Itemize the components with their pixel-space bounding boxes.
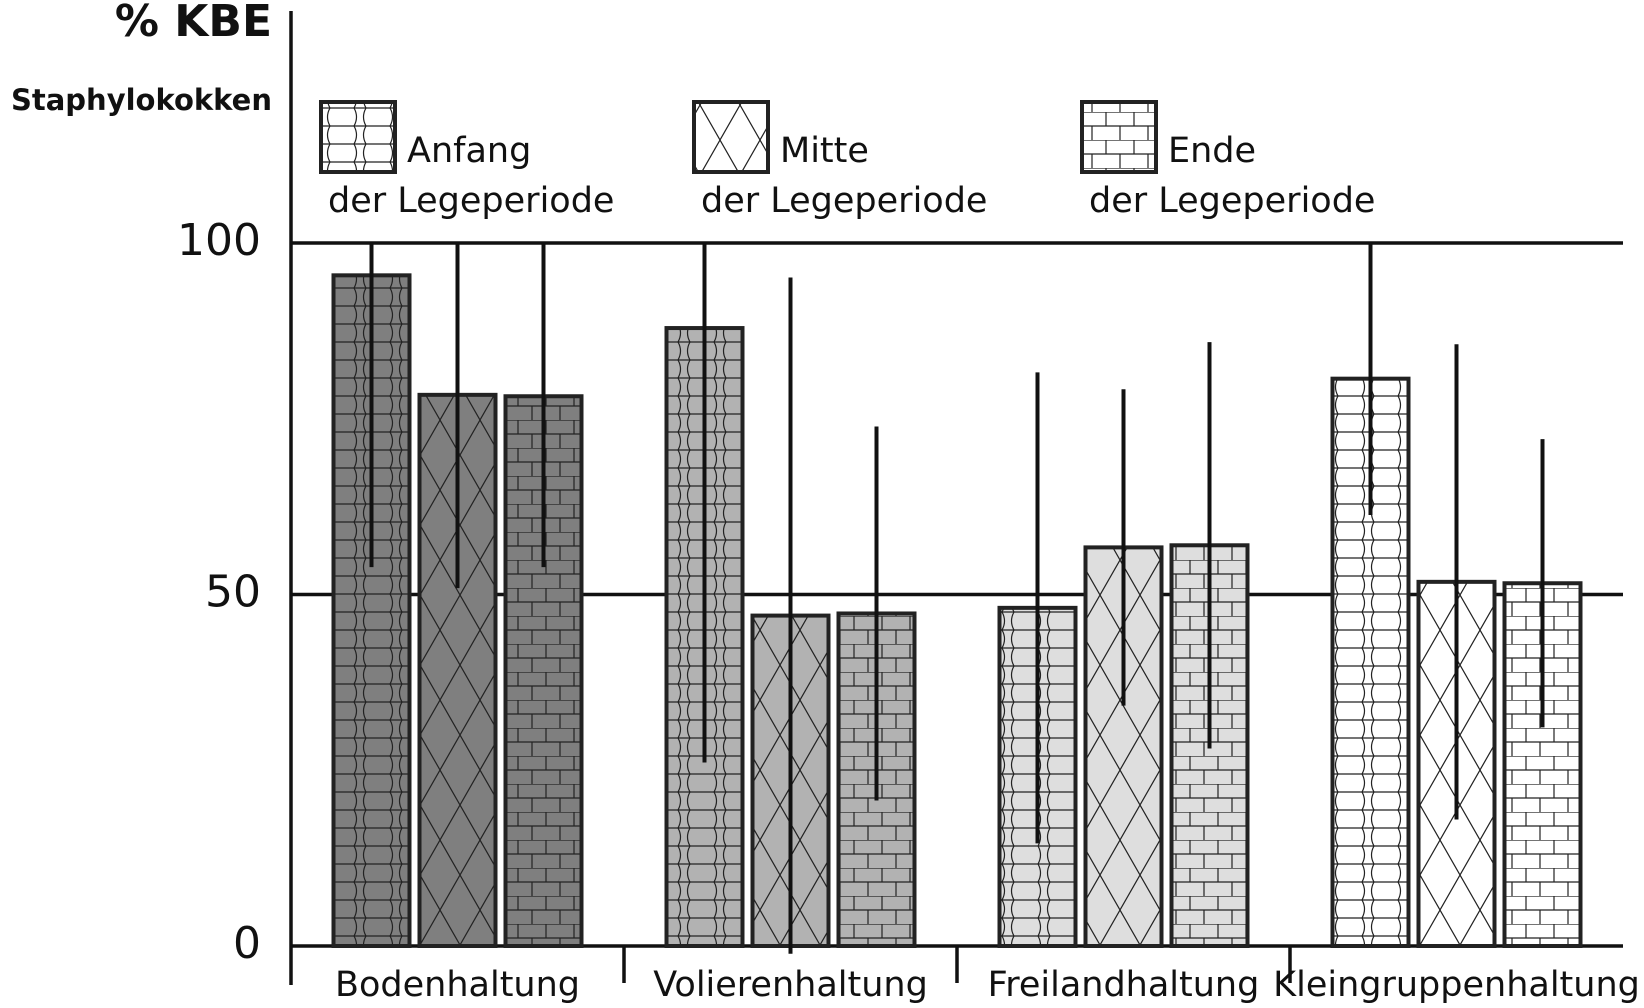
legend-label: Ende der Legeperiode — [1089, 131, 1376, 221]
x-tick-label: Volierenhaltung — [653, 965, 928, 1005]
x-tick-label: Freilandhaltung — [988, 965, 1260, 1005]
y-tick-label: 100 — [177, 215, 261, 266]
legend-swatch — [319, 100, 397, 174]
legend-label: Anfang der Legeperiode — [328, 131, 615, 221]
legend-label: Mitte der Legeperiode — [701, 131, 988, 221]
x-tick-label: Kleingruppenhaltung — [1273, 965, 1640, 1005]
subtitle: Staphylokokken — [11, 83, 272, 117]
x-tick-label: Bodenhaltung — [335, 965, 580, 1005]
legend-swatch — [692, 100, 770, 174]
legend-swatch — [1080, 100, 1158, 174]
y-tick-label: 50 — [205, 566, 261, 617]
y-tick-label: 0 — [233, 918, 261, 969]
y-axis-title: % KBE — [115, 0, 272, 47]
